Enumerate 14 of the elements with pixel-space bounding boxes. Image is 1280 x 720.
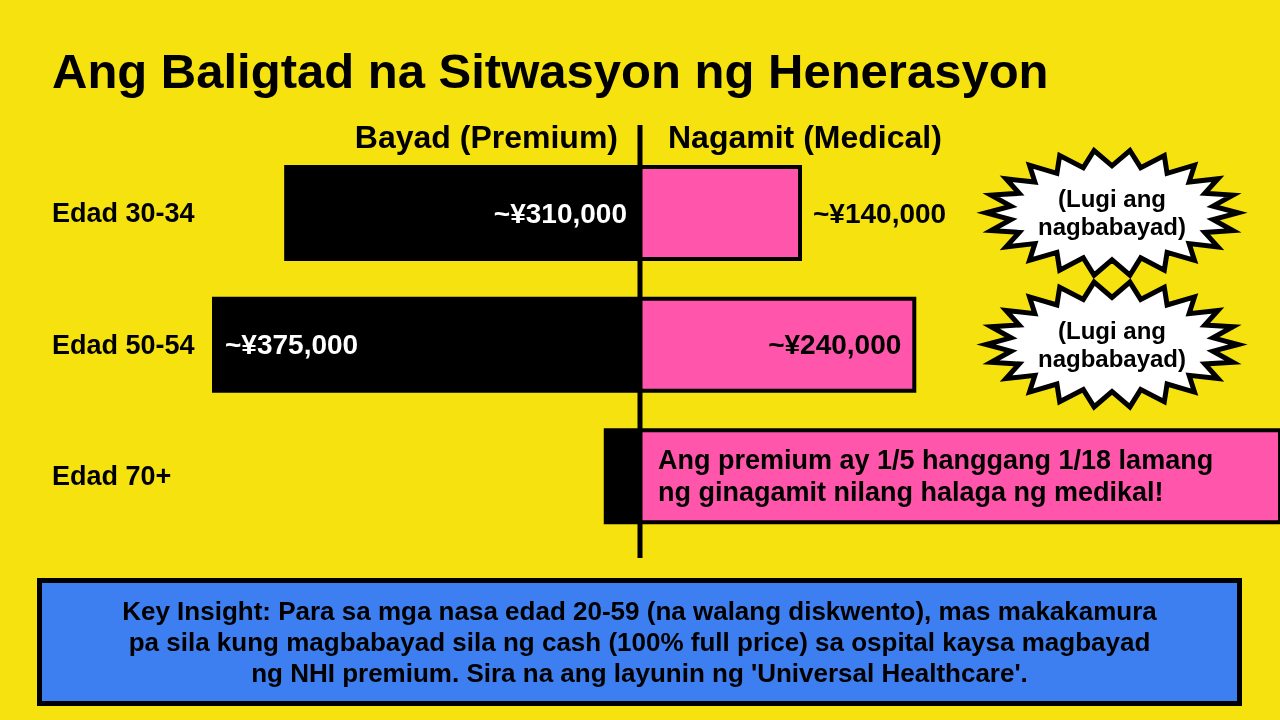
text: Key Insight: Para sa mga nasa edad 20-59 (na walang diskwento), mas makakamura pa sila kung magbabayad sila ng cash (100% full price) sa ospital kaysa magbayad ng NHI premium. Sira na ang layunin ng 'Universal Healthcare'. [121, 595, 1158, 689]
chart-title: Ang Baligtad na Sitwasyon ng Henerasyon [52, 43, 1049, 100]
data-label: ~¥310,000 [493, 197, 627, 229]
series-label: Nagamit (Medical) [668, 118, 942, 156]
y-tick-label: Edad 50-54 [52, 329, 195, 360]
annotation: Ang premium ay 1/5 hanggang 1/18 lamang ng ginagamit nilang halaga ng medikal! [658, 444, 1215, 509]
y-tick-label: Edad 70+ [52, 461, 172, 492]
series-label: Bayad (Premium) [354, 118, 618, 156]
data-label: ~¥240,000 [768, 329, 902, 361]
annotation: (Lugi ang nagbabayad) [1037, 316, 1187, 373]
y-tick-label: Edad 30-34 [52, 197, 195, 228]
annotation: (Lugi ang nagbabayad) [1037, 184, 1187, 241]
data-label: ~¥375,000 [225, 329, 359, 361]
data-label: ~¥140,000 [813, 197, 947, 229]
